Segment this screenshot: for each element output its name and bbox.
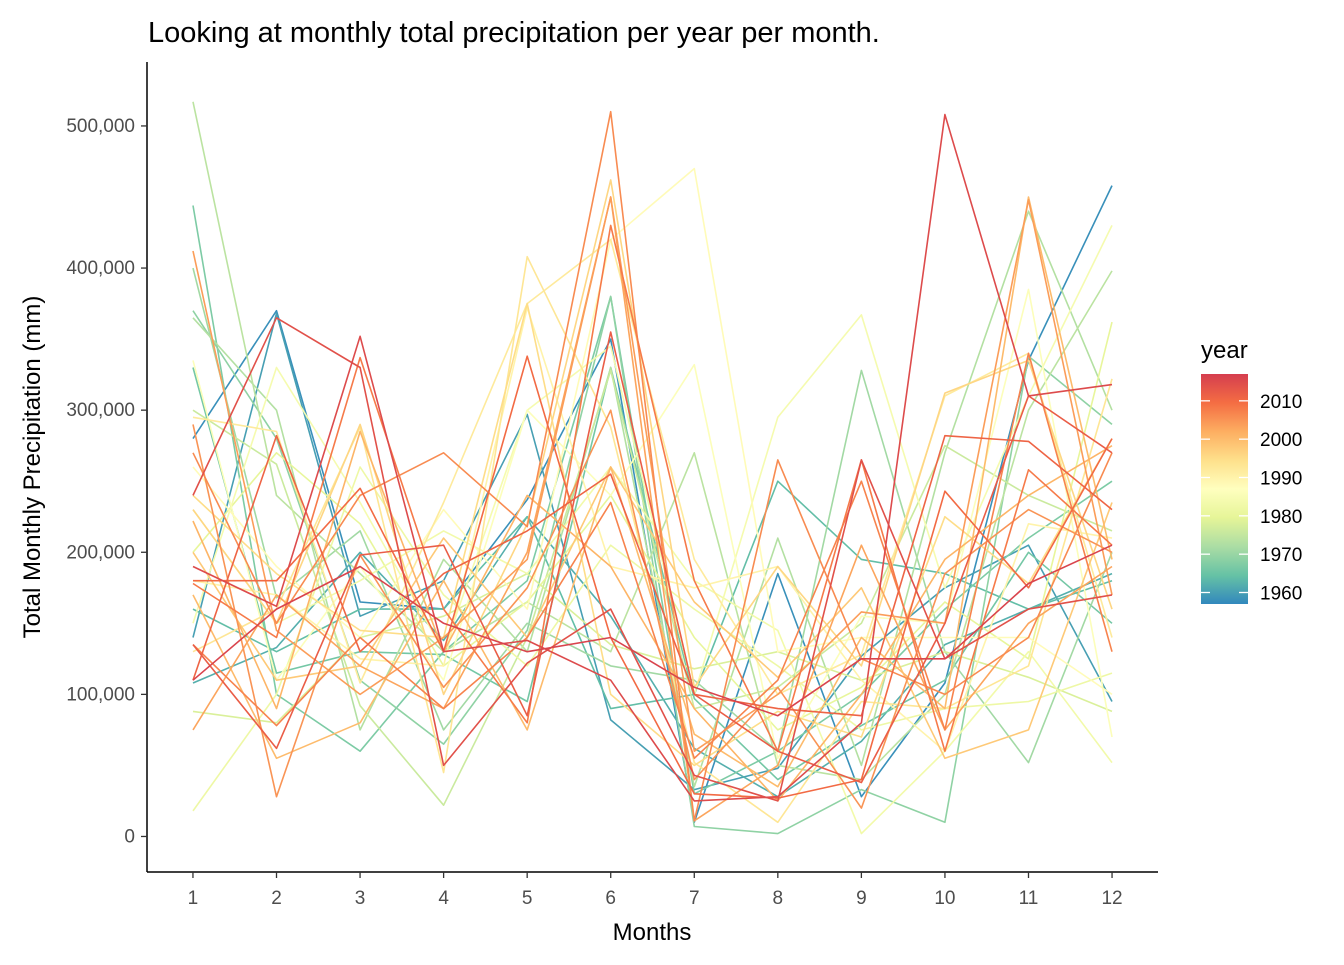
x-tick-label: 7 <box>689 888 700 909</box>
legend-tick-label: 1980 <box>1260 507 1302 528</box>
series-line-1967 <box>192 205 1113 795</box>
series-line-2016 <box>192 544 1113 717</box>
legend-ticks: 1960 1970 1980 1990 2000 2010 <box>1201 392 1302 605</box>
x-tick-label: 6 <box>605 888 616 909</box>
x-tick-label: 2 <box>271 888 282 909</box>
y-tick-label: 300,000 <box>66 400 135 421</box>
series-line-1976 <box>192 369 1113 807</box>
y-tick-label: 100,000 <box>66 684 135 705</box>
x-tick-label: 4 <box>438 888 449 909</box>
series-line-2014 <box>192 316 1113 802</box>
x-tick-label: 1 <box>188 888 199 909</box>
series-line-2000 <box>192 196 1113 788</box>
series-line-2007 <box>192 352 1113 760</box>
series-line-1998 <box>192 466 1113 760</box>
series-line-2015 <box>192 113 1113 802</box>
series-line-1995 <box>192 302 1113 767</box>
x-tick-label: 10 <box>934 888 955 909</box>
series-line-2012 <box>192 331 1113 784</box>
chart-title: Looking at monthly total precipitation p… <box>148 17 880 49</box>
legend-tick-label: 1960 <box>1260 584 1302 605</box>
legend-tick-label: 2000 <box>1260 430 1302 451</box>
series-line-1988 <box>192 167 1113 696</box>
y-axis-label: Total Monthly Precipitation (mm) <box>19 296 46 639</box>
series-line-2008 <box>192 224 1113 753</box>
x-tick-label: 12 <box>1101 888 1122 909</box>
series-line-2011 <box>192 434 1113 717</box>
series-lines <box>192 101 1113 835</box>
series-line-2003 <box>192 196 1113 822</box>
y-tick-label: 0 <box>124 826 135 847</box>
series-line-1962 <box>192 515 1113 798</box>
legend-colorbar <box>1201 374 1248 604</box>
series-line-2006 <box>192 110 1113 822</box>
series-line-1980 <box>192 321 1113 731</box>
x-tick-label: 5 <box>522 888 533 909</box>
x-tick-label: 3 <box>355 888 366 909</box>
legend-tick-label: 2010 <box>1260 392 1302 413</box>
legend-title: year <box>1201 337 1248 364</box>
y-tick-label: 400,000 <box>66 258 135 279</box>
year-legend: year 1960 1970 1980 1990 2000 2010 <box>1201 337 1302 605</box>
x-axis-ticks: 1 2 3 4 5 6 7 8 9 10 11 12 <box>188 872 1123 909</box>
y-tick-label: 200,000 <box>66 542 135 563</box>
x-tick-label: 8 <box>773 888 784 909</box>
series-line-1996 <box>192 179 1113 696</box>
x-tick-label: 9 <box>856 888 867 909</box>
legend-tick-label: 1990 <box>1260 469 1302 490</box>
series-line-1992 <box>192 238 1113 696</box>
x-axis-label: Months <box>613 919 692 946</box>
y-axis-ticks: 0 100,000 200,000 300,000 400,000 500,000 <box>66 116 147 847</box>
legend-tick-label: 1970 <box>1260 545 1302 566</box>
series-line-2005 <box>192 409 1113 809</box>
series-line-2004 <box>192 196 1113 753</box>
series-line-2010 <box>193 355 1113 799</box>
y-tick-label: 500,000 <box>66 116 135 137</box>
x-tick-label: 11 <box>1019 888 1039 909</box>
series-line-1960 <box>192 312 1113 791</box>
